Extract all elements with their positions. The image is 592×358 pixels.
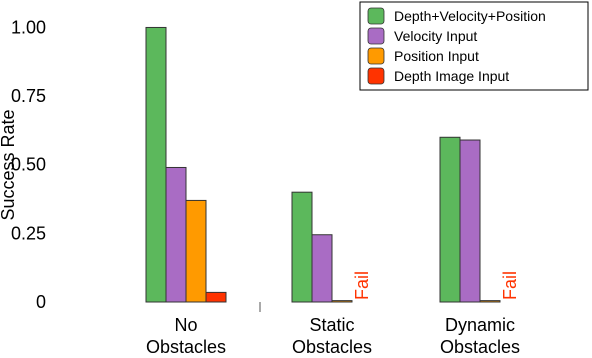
y-tick-label: 1.00 [11,17,46,37]
x-tick-label: Obstacles [440,337,520,357]
bar [165,166,187,303]
legend-label: Position Input [394,48,479,64]
legend-swatch [367,47,385,65]
bar [331,300,353,303]
legend-label: Depth+Velocity+Position [394,8,546,24]
x-tick-label: Static [309,315,354,335]
x-tick-label: No [174,315,197,335]
y-tick-label: 0 [36,292,46,312]
legend-swatch [367,67,385,85]
legend-label: Depth Image Input [394,68,509,84]
y-tick-label: 0.75 [11,86,46,106]
legend-swatch [367,27,385,45]
bar [479,300,501,303]
x-tick-label: Obstacles [292,337,372,357]
bar [311,234,333,303]
bar [459,139,481,303]
legend-swatch [367,7,385,25]
x-tick-label: Dynamic [445,315,515,335]
legend-label: Velocity Input [394,28,477,44]
bar [205,291,227,303]
bar [291,191,313,303]
legend-box [359,1,589,91]
y-tick-label: 0.50 [11,155,46,175]
value-label: Fail [500,271,520,300]
x-tick-label: Obstacles [146,337,226,357]
bar [439,136,461,303]
bar [145,26,167,303]
bar [185,199,207,303]
y-axis-label: Success Rate [0,109,18,220]
legend: Depth+Velocity+Position Velocity Input Pos… [359,1,589,91]
value-label: Fail [352,271,372,300]
y-tick-label: 0.25 [11,223,46,243]
